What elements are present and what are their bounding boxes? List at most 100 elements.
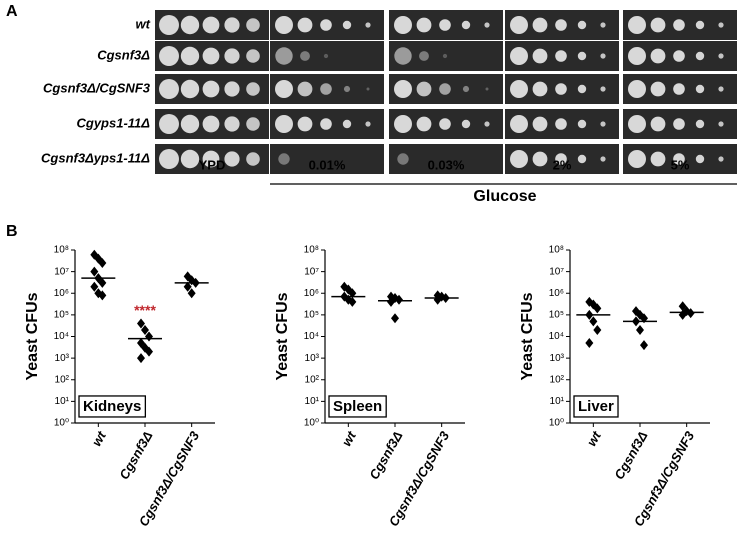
colony-spot bbox=[555, 118, 567, 130]
strain-label: wt bbox=[136, 16, 151, 31]
condition-label: 5% bbox=[671, 157, 690, 172]
colony-spot bbox=[628, 80, 646, 98]
colony-spot bbox=[342, 20, 352, 30]
colony-spot bbox=[628, 16, 646, 34]
colony-spot bbox=[650, 81, 666, 97]
colony-spot bbox=[343, 85, 351, 93]
colony-spot bbox=[180, 114, 200, 134]
colony-spot bbox=[600, 53, 606, 59]
data-point bbox=[137, 353, 145, 364]
colony-spot bbox=[275, 16, 293, 34]
colony-spot bbox=[600, 22, 606, 28]
colony-spot bbox=[416, 116, 432, 132]
colony-spot bbox=[320, 118, 332, 130]
data-point bbox=[137, 318, 145, 329]
colony-spot bbox=[246, 152, 260, 166]
y-tick-label: 10² bbox=[550, 374, 565, 385]
data-point bbox=[141, 324, 149, 335]
data-point bbox=[183, 281, 192, 292]
colony-spot bbox=[673, 118, 685, 130]
x-tick-label: wt bbox=[89, 428, 110, 449]
colony-spot bbox=[484, 22, 490, 28]
colony-spot bbox=[600, 121, 606, 127]
colony-spot bbox=[275, 115, 293, 133]
colony-spot bbox=[695, 119, 705, 129]
y-tick-label: 10² bbox=[55, 374, 70, 385]
colony-spot bbox=[628, 47, 646, 65]
colony-spot bbox=[180, 79, 200, 99]
colony-spot bbox=[532, 116, 548, 132]
colony-spot bbox=[532, 17, 548, 33]
colony-spot bbox=[577, 154, 587, 164]
data-point bbox=[391, 313, 399, 324]
colony-spot bbox=[628, 150, 646, 168]
colony-spot bbox=[650, 151, 666, 167]
colony-spot bbox=[278, 153, 290, 165]
data-point bbox=[90, 266, 99, 277]
colony-spot bbox=[159, 149, 179, 169]
y-tick-label: 10⁵ bbox=[54, 310, 69, 321]
colony-spot bbox=[202, 150, 220, 168]
colony-spot bbox=[180, 15, 200, 35]
colony-spot bbox=[439, 83, 451, 95]
colony-spot bbox=[159, 114, 179, 134]
colony-spot bbox=[532, 151, 548, 167]
colony-spot bbox=[439, 118, 451, 130]
colony-spot bbox=[510, 80, 528, 98]
colony-spot bbox=[159, 79, 179, 99]
colony-spot bbox=[246, 117, 260, 131]
data-point bbox=[636, 324, 644, 335]
colony-spot bbox=[202, 80, 220, 98]
colony-spot bbox=[673, 83, 685, 95]
colony-spot bbox=[342, 119, 352, 129]
y-tick-label: 10⁶ bbox=[304, 288, 319, 299]
y-tick-label: 10³ bbox=[305, 353, 320, 364]
data-point bbox=[187, 288, 196, 299]
colony-spot bbox=[673, 19, 685, 31]
colony-spot bbox=[300, 51, 310, 61]
x-tick-label: wt bbox=[339, 428, 360, 449]
colony-spot bbox=[416, 81, 432, 97]
data-point bbox=[589, 316, 598, 327]
plate bbox=[389, 144, 503, 174]
y-tick-label: 10² bbox=[305, 374, 320, 385]
colony-spot bbox=[600, 86, 606, 92]
y-tick-label: 10³ bbox=[55, 353, 70, 364]
colony-spot bbox=[202, 47, 220, 65]
colony-spot bbox=[673, 50, 685, 62]
data-point bbox=[145, 346, 153, 357]
strain-label: Cgyps1-11Δ bbox=[76, 115, 150, 130]
significance: **** bbox=[134, 302, 156, 318]
colony-spot bbox=[180, 46, 200, 66]
colony-spot bbox=[650, 48, 666, 64]
colony-spot bbox=[224, 116, 240, 132]
colony-spot bbox=[394, 80, 412, 98]
colony-spot bbox=[718, 121, 724, 127]
y-tick-label: 10¹ bbox=[550, 396, 565, 407]
colony-spot bbox=[510, 16, 528, 34]
colony-spot bbox=[695, 20, 705, 30]
colony-spot bbox=[462, 85, 470, 93]
x-tick-label: Cgsnf3Δ bbox=[611, 428, 651, 481]
colony-spot bbox=[246, 18, 260, 32]
y-tick-label: 10⁴ bbox=[549, 331, 564, 342]
colony-spot bbox=[577, 51, 587, 61]
y-tick-label: 10⁰ bbox=[304, 418, 319, 429]
colony-spot bbox=[695, 84, 705, 94]
data-point bbox=[90, 281, 99, 292]
colony-spot bbox=[600, 156, 606, 162]
data-point bbox=[348, 296, 357, 307]
colony-spot bbox=[397, 153, 409, 165]
condition-label: 0.03% bbox=[428, 157, 465, 172]
colony-spot bbox=[510, 115, 528, 133]
colony-spot bbox=[159, 15, 179, 35]
data-point bbox=[98, 290, 107, 301]
colony-spot bbox=[419, 51, 429, 61]
tissue-box bbox=[78, 395, 147, 418]
colony-spot bbox=[484, 121, 490, 127]
colony-spot bbox=[297, 116, 313, 132]
data-point bbox=[593, 303, 602, 314]
colony-spot bbox=[297, 17, 313, 33]
colony-spot bbox=[718, 53, 724, 59]
